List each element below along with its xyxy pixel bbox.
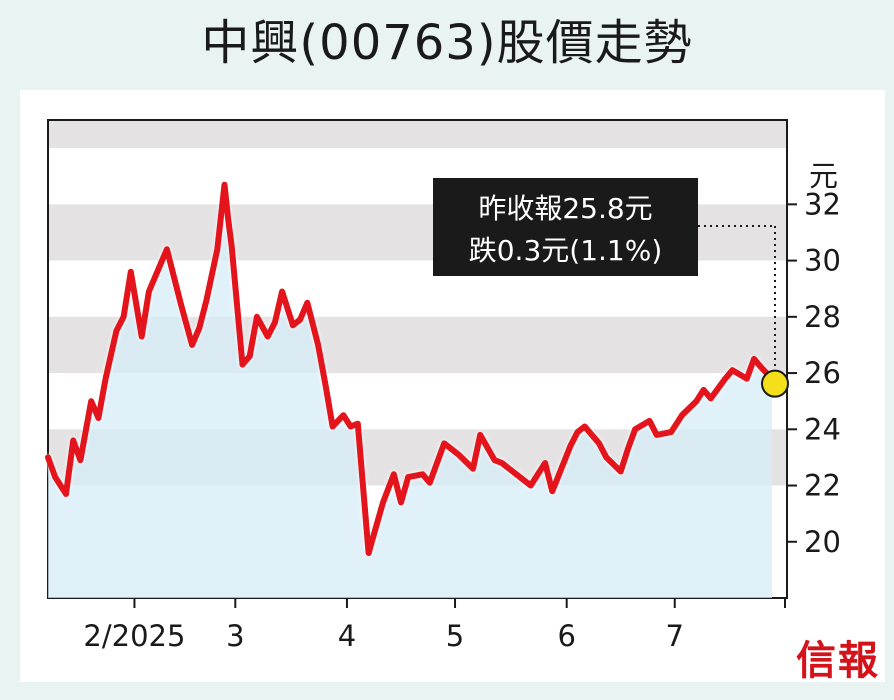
y-tick-label: 32 xyxy=(804,187,841,221)
brand-logo: 信報 xyxy=(796,637,880,684)
chart-title: 中興(00763)股價走勢 xyxy=(201,15,693,71)
x-tick-label: 6 xyxy=(557,619,575,653)
y-tick-label: 20 xyxy=(804,525,841,559)
x-tick-label: 5 xyxy=(446,619,464,653)
x-tick-label: 2/2025 xyxy=(83,619,185,653)
last-price-callout: 昨收報25.8元 跌0.3元(1.1%) xyxy=(433,178,698,276)
y-tick-label: 24 xyxy=(804,412,841,446)
axis-ticks: 20 22 24 26 28 30 32 2/2025 3 4 5 6 7 xyxy=(83,187,840,653)
callout-line1: 昨收報25.8元 xyxy=(478,192,652,225)
y-tick-label: 26 xyxy=(804,356,841,390)
x-tick-label: 7 xyxy=(666,619,684,653)
y-axis-unit: 元 xyxy=(809,159,838,193)
x-tick-label: 3 xyxy=(226,619,244,653)
grid-band xyxy=(48,120,787,149)
y-tick-label: 22 xyxy=(804,469,841,503)
y-tick-label: 30 xyxy=(804,244,841,278)
callout-box xyxy=(433,178,698,276)
callout-line2: 跌0.3元(1.1%) xyxy=(469,234,663,267)
x-tick-label: 4 xyxy=(338,619,356,653)
y-tick-label: 28 xyxy=(804,300,841,334)
last-price-marker xyxy=(761,369,789,398)
price-area xyxy=(48,184,772,598)
price-line xyxy=(45,181,775,556)
